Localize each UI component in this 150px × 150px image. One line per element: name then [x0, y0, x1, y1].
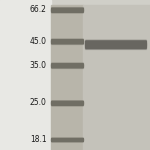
Text: 45.0: 45.0: [30, 37, 46, 46]
Text: 25.0: 25.0: [30, 98, 46, 107]
Bar: [85, 44, 146, 45]
Bar: [85, 41, 146, 42]
Bar: [85, 45, 146, 46]
Bar: [51, 4, 83, 150]
Bar: [83, 4, 150, 150]
Bar: [85, 42, 146, 43]
Text: 66.2: 66.2: [30, 5, 46, 14]
Bar: [0, 0, 51, 150]
Bar: [85, 40, 146, 41]
Bar: [85, 48, 146, 49]
Bar: [85, 46, 146, 47]
Bar: [85, 47, 146, 48]
Text: 18.1: 18.1: [30, 135, 46, 144]
Text: 35.0: 35.0: [30, 61, 46, 70]
